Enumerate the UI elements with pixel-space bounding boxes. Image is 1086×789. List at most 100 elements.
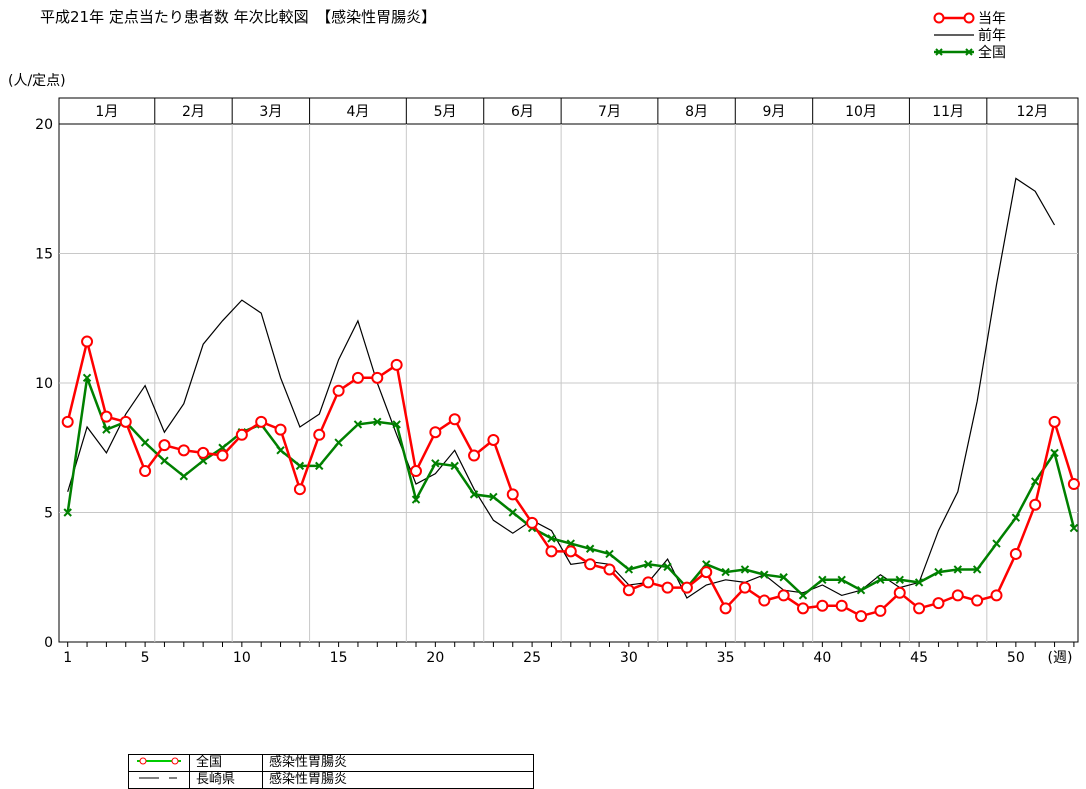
data-point-全国 <box>469 490 479 499</box>
data-point-全国 <box>992 539 1001 548</box>
data-point-当年 <box>255 415 268 428</box>
data-point-当年 <box>1009 547 1022 560</box>
y-tick-label: 10 <box>35 376 53 392</box>
bottom-legend-region: 長崎県 <box>189 771 263 789</box>
bottom-legend-region: 全国 <box>189 754 263 772</box>
data-point-当年 <box>235 428 248 441</box>
month-label: 6月 <box>511 104 534 120</box>
y-tick-label: 20 <box>35 117 53 133</box>
data-point-全国 <box>450 461 459 471</box>
data-point-当年 <box>1029 498 1042 511</box>
x-tick-label: 50 <box>1007 650 1025 666</box>
data-point-当年 <box>506 488 519 501</box>
y-tick-label: 5 <box>44 506 53 522</box>
legend-marker <box>933 12 945 24</box>
data-point-当年 <box>429 426 442 439</box>
data-point-全国 <box>740 565 750 574</box>
legend-marker <box>935 48 943 56</box>
month-label: 10月 <box>845 104 877 120</box>
month-label: 8月 <box>685 104 708 120</box>
x-tick-label: 1 <box>63 650 72 666</box>
series-line-前年 <box>67 177 1056 599</box>
data-point-全国 <box>818 575 827 585</box>
legend-label: 全国 <box>978 44 1006 61</box>
data-point-全国 <box>63 508 72 517</box>
data-point-全国 <box>643 560 653 569</box>
data-point-当年 <box>700 566 713 579</box>
data-point-当年 <box>158 439 171 452</box>
month-label: 11月 <box>932 104 964 120</box>
data-point-当年 <box>410 465 422 478</box>
data-point-当年 <box>313 428 326 441</box>
bottom-legend-row: 長崎県 感染性胃腸炎 <box>128 771 534 789</box>
data-point-当年 <box>951 589 964 602</box>
data-point-全国 <box>411 495 421 504</box>
data-point-全国 <box>953 565 963 574</box>
legend-marker <box>965 48 973 56</box>
data-point-全国 <box>179 472 189 481</box>
month-label: 9月 <box>763 104 786 120</box>
data-point-全国 <box>798 591 808 600</box>
x-tick-label: 40 <box>813 650 831 666</box>
data-point-全国 <box>160 456 169 465</box>
data-point-当年 <box>332 384 345 397</box>
data-point-全国 <box>624 565 634 574</box>
data-point-全国 <box>663 562 672 572</box>
data-point-全国 <box>353 420 363 429</box>
data-point-当年 <box>371 371 384 384</box>
data-point-全国 <box>489 492 498 502</box>
month-label: 3月 <box>259 104 282 120</box>
bottom-legend-disease: 感染性胃腸炎 <box>262 754 534 772</box>
data-point-全国 <box>508 508 517 517</box>
data-point-当年 <box>797 602 809 615</box>
data-point-全国 <box>392 420 401 429</box>
data-point-全国 <box>856 585 866 595</box>
data-point-当年 <box>990 589 1003 602</box>
data-point-全国 <box>914 578 924 587</box>
data-point-当年 <box>468 449 481 462</box>
x-tick-label: 25 <box>523 650 541 666</box>
y-tick-label: 0 <box>44 635 53 651</box>
data-point-全国 <box>585 544 595 553</box>
y-axis-unit-label: (人/定点) <box>8 73 66 89</box>
x-tick-label: 15 <box>330 650 348 666</box>
x-tick-label: 30 <box>620 650 638 666</box>
data-point-全国 <box>876 575 885 585</box>
data-point-当年 <box>216 449 229 462</box>
legend-marker <box>963 12 975 24</box>
data-point-当年 <box>119 415 132 428</box>
x-axis-label: (週) <box>1048 650 1073 666</box>
data-point-全国 <box>334 438 343 447</box>
data-point-当年 <box>603 563 616 576</box>
data-point-当年 <box>81 335 94 348</box>
data-point-当年 <box>661 581 674 594</box>
data-point-当年 <box>971 594 984 607</box>
data-point-当年 <box>874 604 887 617</box>
data-point-全国 <box>837 575 846 585</box>
chart-title: 平成21年 定点当たり患者数 年次比較図 【感染性胃腸炎】 <box>40 8 437 26</box>
data-point-全国 <box>721 567 730 577</box>
bottom-legend-disease: 感染性胃腸炎 <box>262 771 534 789</box>
data-point-当年 <box>351 371 364 384</box>
x-tick-label: 5 <box>141 650 150 666</box>
data-point-当年 <box>1048 415 1061 428</box>
data-point-当年 <box>487 433 500 446</box>
month-label: 7月 <box>598 104 621 120</box>
data-point-当年 <box>622 584 635 597</box>
x-tick-label: 10 <box>233 650 251 666</box>
x-tick-label: 35 <box>717 650 735 666</box>
data-point-全国 <box>373 417 382 427</box>
data-point-当年 <box>197 446 210 459</box>
data-point-当年 <box>293 483 306 496</box>
data-point-当年 <box>816 599 829 612</box>
data-point-全国 <box>934 567 943 577</box>
data-point-全国 <box>779 573 788 582</box>
data-point-当年 <box>680 581 693 594</box>
data-point-全国 <box>431 459 440 468</box>
data-point-全国 <box>1050 448 1059 458</box>
data-point-当年 <box>177 444 190 457</box>
month-label: 2月 <box>182 104 205 120</box>
data-point-当年 <box>1067 478 1080 491</box>
